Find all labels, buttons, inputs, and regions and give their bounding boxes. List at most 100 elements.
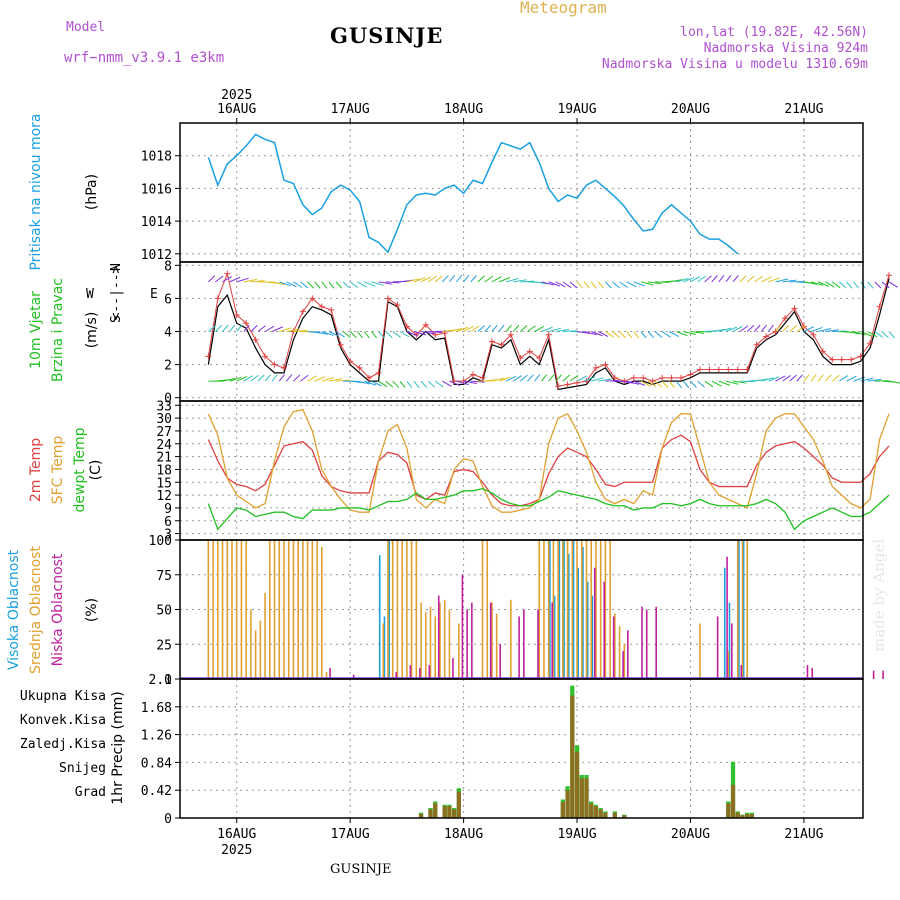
wind-direction-arrow — [576, 375, 587, 382]
wind-direction-arrow — [215, 324, 223, 332]
wind-gust-mark — [867, 340, 874, 347]
wind-direction-arrow — [413, 380, 420, 388]
year-label-top: 2025 — [221, 88, 252, 103]
wind-direction-arrow — [264, 374, 271, 382]
time-label-bottom: 16AUG — [217, 827, 256, 842]
wind-direction-arrow — [392, 331, 401, 338]
temp-line-1 — [207, 408, 890, 513]
wind-gust-mark — [829, 356, 836, 363]
wind-gust-mark — [224, 270, 231, 277]
precip-legend-3: Snijeg — [59, 761, 106, 776]
wind-gust-mark — [318, 303, 325, 310]
wind-direction-arrow — [491, 276, 502, 283]
y-tick-label: 0 — [164, 812, 172, 827]
wind-direction-arrow — [491, 324, 498, 332]
wind-direction-arrow — [456, 275, 462, 283]
wind-direction-arrow — [534, 281, 548, 285]
wind-direction-arrow — [796, 325, 806, 332]
wind-direction-arrow — [371, 380, 382, 387]
wind-direction-arrow — [555, 328, 570, 332]
wind-gust-mark — [394, 302, 401, 309]
wind-direction-arrow — [413, 331, 427, 336]
time-label-top: 18AUG — [444, 102, 483, 117]
wind-direction-arrow — [285, 374, 293, 382]
wind-direction-arrow — [576, 281, 584, 289]
y-tick-label: 24 — [156, 438, 172, 453]
wind-direction-arrow — [342, 331, 351, 338]
year-label-bottom: 2025 — [221, 843, 252, 858]
wind-direction-arrow — [420, 276, 432, 283]
wind-direction-arrow — [250, 280, 265, 283]
precip-convective-bar — [579, 778, 584, 818]
y-tick-label: 25 — [156, 638, 172, 653]
wind-direction-arrow — [449, 327, 463, 332]
y-tick-label: 1016 — [141, 182, 172, 197]
wind-direction-arrow — [541, 326, 553, 332]
wind-direction-arrow — [789, 325, 798, 332]
precip-convective-bar — [749, 814, 755, 818]
time-label-top: 20AUG — [671, 102, 710, 117]
wind-axis-label-2: Brzina i Pravac — [50, 278, 66, 382]
y-tick-label: 21 — [156, 451, 172, 466]
y-tick-label: 75 — [156, 569, 172, 584]
compass-arrow: <--|--> — [109, 265, 124, 320]
wind-direction-arrow — [293, 329, 308, 332]
meteogram-title: Meteogram — [520, 0, 607, 17]
wind-direction-arrow — [328, 331, 340, 337]
wind-direction-arrow — [229, 324, 236, 332]
wind-gust-mark — [555, 383, 562, 390]
wind-direction-arrow — [513, 279, 527, 283]
wind-gust-mark — [536, 354, 543, 361]
wind-direction-arrow — [307, 281, 315, 289]
wind-direction-arrow — [272, 281, 286, 286]
wind-direction-arrow — [803, 374, 810, 382]
wind-direction-arrow — [760, 324, 767, 332]
y-tick-label: 6 — [164, 292, 172, 307]
y-tick-label: 1012 — [141, 248, 172, 263]
wind-direction-arrow — [321, 331, 334, 336]
wind-direction-arrow — [753, 324, 761, 332]
footer-title: GUSINJE — [330, 862, 392, 877]
wind-direction-arrow — [243, 324, 250, 332]
wind-direction-arrow — [498, 277, 511, 283]
wind-direction-arrow — [718, 380, 731, 386]
wind-direction-arrow — [215, 275, 224, 283]
wind-direction-arrow — [498, 324, 505, 332]
wind-direction-arrow — [279, 327, 292, 332]
wind-direction-arrow — [335, 379, 350, 382]
wind-direction-arrow — [442, 380, 452, 387]
wind-gust-mark — [715, 366, 722, 373]
wind-gust-mark — [668, 374, 675, 381]
wind-direction-arrow — [286, 328, 300, 332]
precip-legend-0: Ukupna Kisa — [20, 689, 106, 704]
y-tick-label: 27 — [156, 425, 172, 440]
wind-direction-arrow — [392, 380, 400, 388]
compass-w: W — [86, 287, 94, 302]
y-tick-label: 18 — [156, 463, 172, 478]
precip-convective-bar — [442, 806, 447, 818]
wind-direction-arrow — [236, 324, 243, 332]
wind-direction-arrow — [378, 331, 385, 339]
wind-direction-arrow — [732, 275, 739, 283]
wind-direction-arrow — [378, 281, 392, 285]
wind-direction-arrow — [363, 331, 370, 339]
wind-direction-arrow — [385, 331, 393, 339]
wind-direction-arrow — [463, 326, 474, 332]
wind-direction-arrow — [633, 380, 646, 386]
wind-direction-arrow — [761, 276, 772, 283]
cloud-unit-label: (%) — [84, 598, 100, 622]
wind-gust-mark — [252, 336, 259, 343]
wind-direction-arrow — [222, 276, 232, 283]
wind-direction-arrow — [562, 281, 572, 288]
altitude-info: Nadmorska Visina 924m — [703, 41, 868, 56]
wind-direction-arrow — [704, 380, 714, 388]
wind-direction-arrow — [385, 380, 394, 388]
wind-direction-arrow — [704, 275, 712, 283]
wind-direction-arrow — [314, 331, 328, 335]
wind-direction-arrow — [512, 375, 522, 382]
precip-convective-bar — [726, 803, 731, 818]
wind-gust-mark — [479, 374, 486, 381]
wind-direction-arrow — [711, 328, 726, 332]
wind-gust-mark — [262, 353, 269, 360]
